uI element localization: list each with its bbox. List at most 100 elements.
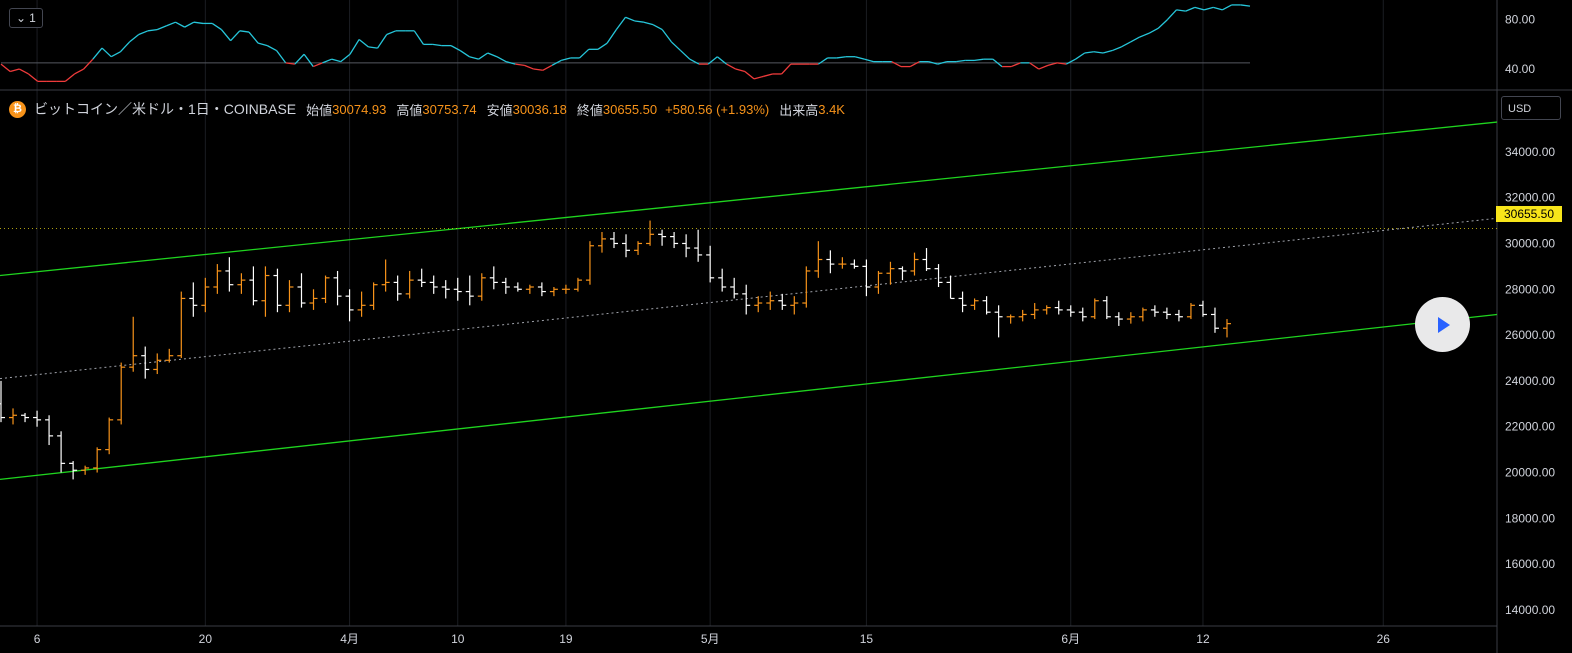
ohlc-bar xyxy=(585,241,594,285)
ohlc-bar xyxy=(778,293,787,310)
low-label: 安値 xyxy=(486,102,513,118)
rsi-line-segment xyxy=(1075,52,1086,60)
ohlc-bar xyxy=(357,291,366,317)
rsi-line-segment xyxy=(1102,49,1113,54)
rsi-line-segment xyxy=(735,68,746,73)
rsi-line-segment xyxy=(891,61,902,68)
rsi-line-segment xyxy=(469,56,479,60)
ohlc-bar xyxy=(1102,296,1111,320)
ohlc-bar xyxy=(261,266,270,317)
rsi-line-segment xyxy=(1029,62,1040,70)
ohlc-bar xyxy=(634,241,643,255)
rsi-line-segment xyxy=(358,38,369,48)
rsi-line-segment xyxy=(340,53,351,63)
time-tick-label: 6月 xyxy=(1061,632,1080,646)
price-tick-label: 22000.00 xyxy=(1505,420,1555,434)
ohlc-bar xyxy=(225,257,234,292)
symbol-title[interactable]: ビットコイン／米ドル・1日・COINBASE xyxy=(34,101,297,117)
ohlc-bar xyxy=(742,284,751,315)
close-label: 終値 xyxy=(576,102,603,118)
rsi-line-segment xyxy=(138,30,149,36)
ohlc-bar xyxy=(1054,300,1063,315)
ohlc-bar xyxy=(754,296,763,313)
rsi-line-segment xyxy=(119,41,131,53)
rsi-line-segment xyxy=(625,16,635,22)
ohlc-bar xyxy=(345,289,354,322)
ohlc-bar xyxy=(513,282,522,292)
rsi-line-segment xyxy=(1139,32,1150,38)
currency-button[interactable]: USD xyxy=(1501,96,1561,120)
rsi-line-segment xyxy=(459,50,470,58)
rsi-line-segment xyxy=(257,42,268,47)
time-tick-label: 20 xyxy=(199,632,213,646)
rsi-line-segment xyxy=(1240,4,1251,7)
rsi-line-segment xyxy=(1066,58,1076,65)
ohlc-bar xyxy=(477,273,486,301)
rsi-line-segment xyxy=(836,56,846,59)
play-icon xyxy=(1437,316,1450,333)
rsi-line-segment xyxy=(615,16,627,30)
ohlc-bar xyxy=(153,353,162,375)
rsi-line-segment xyxy=(496,56,507,63)
channel-mid-line xyxy=(0,217,1498,380)
rsi-line-segment xyxy=(753,75,764,80)
ohlc-bar xyxy=(405,270,414,299)
ohlc-bar xyxy=(1223,319,1231,338)
rsi-line-segment xyxy=(542,64,553,71)
rsi-line-segment xyxy=(689,58,700,65)
ohlc-bar xyxy=(489,266,498,290)
rsi-line-segment xyxy=(763,73,773,78)
ohlc-bar xyxy=(501,277,510,294)
rsi-line-segment xyxy=(670,41,682,52)
rsi-line-segment xyxy=(1222,4,1232,11)
ohlc-bar xyxy=(549,286,558,297)
rsi-line-segment xyxy=(64,73,75,82)
rsi-line-segment xyxy=(147,28,158,32)
rsi-line-segment xyxy=(781,63,792,75)
price-tick-label: 18000.00 xyxy=(1505,511,1555,525)
rsi-line-segment xyxy=(1121,41,1131,48)
rsi-line-segment xyxy=(175,21,185,28)
ohlc-bar xyxy=(898,266,907,281)
ohlc-bar xyxy=(1186,303,1195,320)
ohlc-bar xyxy=(1030,303,1039,320)
ohlc-bar xyxy=(946,275,955,300)
ohlc-bar xyxy=(934,264,943,287)
close-value: 30655.50 xyxy=(602,101,658,117)
rsi-line-segment xyxy=(561,57,571,62)
ohlc-bar xyxy=(1162,307,1171,320)
rsi-line-segment xyxy=(129,34,140,43)
replay-button[interactable] xyxy=(1415,297,1470,352)
rsi-line-segment xyxy=(239,30,250,33)
high-label: 高値 xyxy=(396,102,423,118)
ohlc-bar xyxy=(561,284,570,294)
rsi-line-segment xyxy=(92,47,103,60)
ohlc-bar xyxy=(958,291,967,313)
ohlc-bar xyxy=(93,447,102,473)
rsi-line-segment xyxy=(294,53,305,65)
rsi-line-segment xyxy=(211,22,222,31)
rsi-line-segment xyxy=(478,52,489,60)
rsi-tick-label: 40.00 xyxy=(1505,62,1535,76)
time-tick-label: 15 xyxy=(860,632,874,646)
ohlc-bar xyxy=(994,305,1003,338)
ohlc-bar xyxy=(694,229,703,262)
rsi-line-segment xyxy=(275,50,287,64)
ohlc-bar xyxy=(249,266,258,306)
rsi-line-segment xyxy=(928,61,938,65)
ohlc-bar xyxy=(45,415,54,446)
rsi-line-segment xyxy=(606,29,617,44)
price-tick-label: 24000.00 xyxy=(1505,374,1555,388)
rsi-line-segment xyxy=(1176,9,1186,12)
bitcoin-icon: ₿ xyxy=(9,100,26,118)
pane-collapse-button[interactable]: ⌄ 1 xyxy=(9,8,43,28)
ohlc-bar xyxy=(453,277,462,301)
time-tick-label: 10 xyxy=(451,632,465,646)
ohlc-bar xyxy=(718,268,727,292)
rsi-tick-label: 80.00 xyxy=(1505,13,1535,27)
time-tick-label: 4月 xyxy=(340,632,359,646)
rsi-line-segment xyxy=(74,68,84,75)
ohlc-bar xyxy=(105,417,114,455)
volume-label: 出来高 xyxy=(779,102,819,118)
